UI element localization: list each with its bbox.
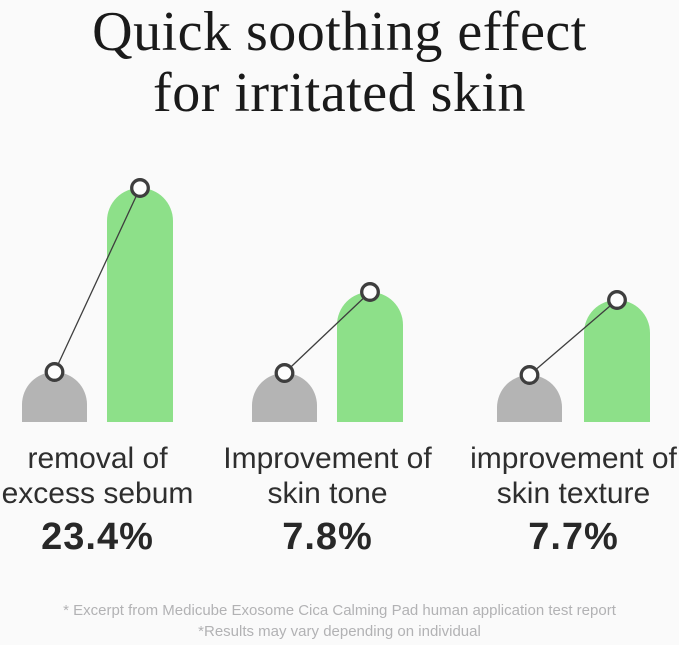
label-line-2: skin texture (496, 477, 651, 510)
bar-after (584, 300, 650, 422)
title-line-1: Quick soothing effect (92, 1, 587, 63)
chart-group-skin-texture: improvement of skin texture 7.7% (470, 165, 677, 558)
chart-group-skin-tone: Improvement of skin tone 7.8% (223, 165, 432, 558)
footnotes: * Excerpt from Medicube Exosome Cica Cal… (0, 600, 679, 642)
group-label: removal of excess sebum 23.4% (0, 441, 238, 560)
bar-before (497, 375, 562, 422)
bar-before (252, 373, 317, 422)
group-label: Improvement of skin tone 7.8% (188, 441, 468, 560)
footnote-line-2: *Results may vary depending on individua… (198, 623, 481, 640)
label-line-2: excess sebum (1, 477, 194, 510)
label-line-1: removal of (27, 442, 168, 475)
chart-group-sebum: removal of excess sebum 23.4% (2, 165, 193, 558)
title-line-2: for irritated skin (153, 62, 526, 124)
bar-after (107, 188, 173, 422)
label-line-1: improvement of (470, 442, 677, 475)
label-line-2: skin tone (267, 477, 388, 510)
percent-value: 7.7% (528, 516, 619, 558)
percent-value: 7.8% (282, 516, 373, 558)
footnote-line-1: * Excerpt from Medicube Exosome Cica Cal… (63, 602, 616, 619)
label-line-1: Improvement of (223, 442, 432, 475)
page-title: Quick soothing effect for irritated skin (0, 2, 679, 124)
percent-value: 23.4% (41, 516, 154, 558)
bar-before (22, 372, 87, 422)
bar-after (337, 292, 403, 422)
group-label: improvement of skin texture 7.7% (434, 441, 679, 560)
